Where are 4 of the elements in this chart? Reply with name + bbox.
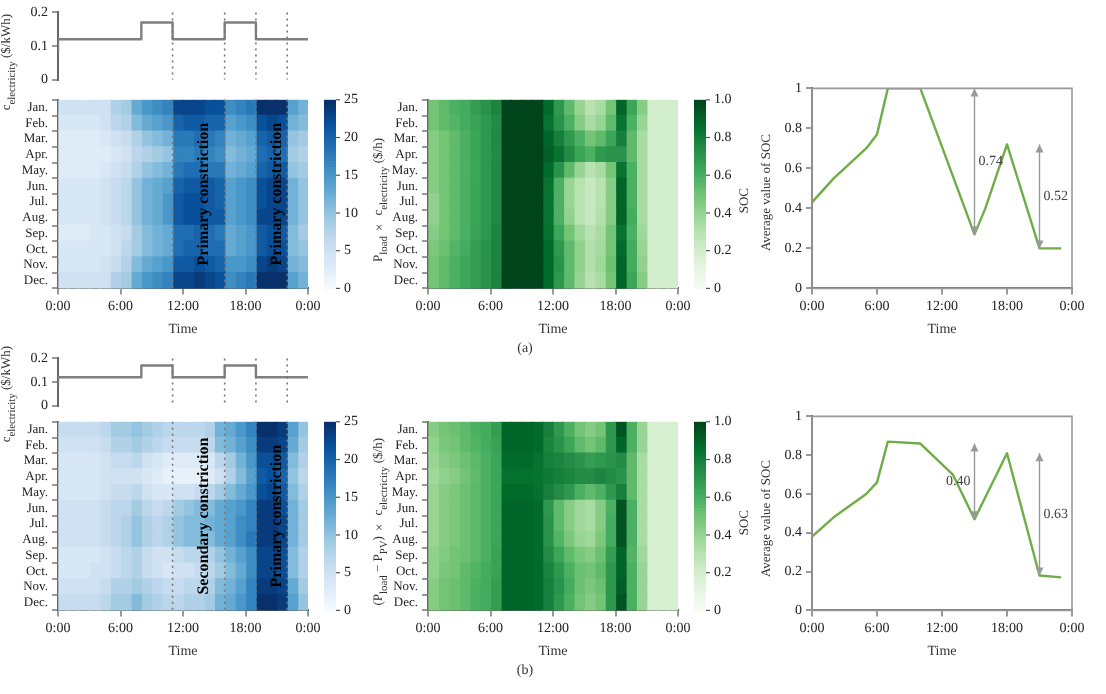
- annotation: Primary constriction: [266, 121, 285, 266]
- annotation: Primary constriction: [266, 443, 285, 588]
- annotation: Primary constriction: [193, 121, 212, 266]
- annotation: Secondary constriction: [193, 436, 212, 595]
